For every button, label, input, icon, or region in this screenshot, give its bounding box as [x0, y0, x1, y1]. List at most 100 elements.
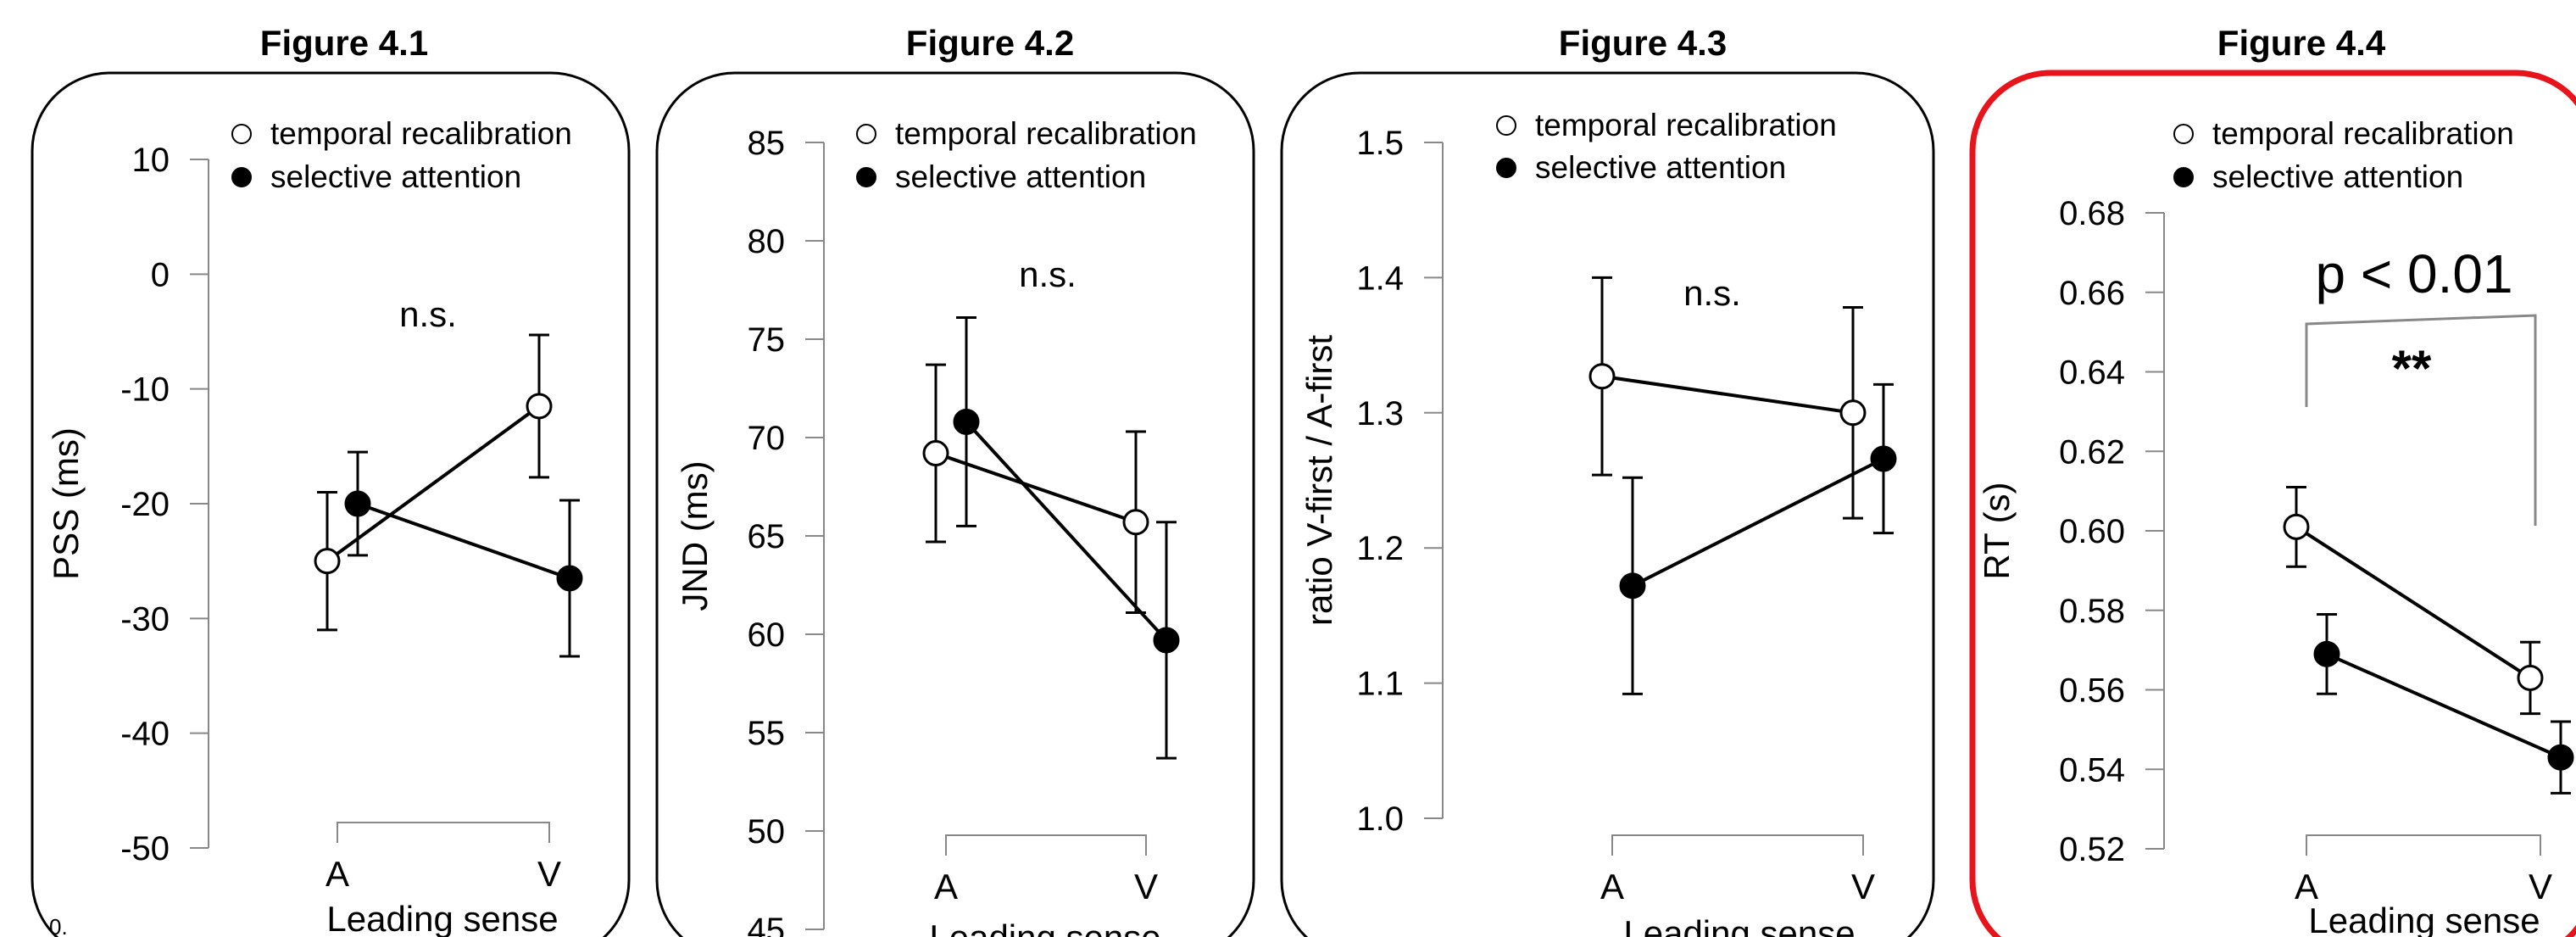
y-tick-label: 0.66 [2059, 275, 2125, 312]
y-axis-label: JND (ms) [675, 460, 715, 611]
significance-label: p < 0.01 [2315, 243, 2512, 304]
legend-marker-filled [856, 167, 876, 187]
legend-label: temporal recalibration [2212, 116, 2514, 151]
series-line [1632, 457, 1884, 588]
x-tick-label: A [2295, 867, 2318, 906]
y-tick-label: 80 [748, 223, 786, 260]
x-axis-label: Leading sense [1623, 913, 1855, 937]
y-tick-label: -30 [120, 600, 170, 638]
data-point-open [2283, 513, 2310, 540]
highlight-frame [1969, 70, 2576, 937]
series-line [1601, 374, 1854, 415]
corner-text: 0. [49, 914, 68, 937]
series-line [965, 421, 1168, 642]
y-axis-label: PSS (ms) [46, 427, 86, 580]
y-tick-label: -20 [120, 486, 170, 523]
legend-label: temporal recalibration [270, 116, 572, 151]
legend-marker-open [231, 124, 252, 144]
figure-title: Figure 4.2 [906, 23, 1074, 63]
y-tick-label: 75 [748, 321, 786, 359]
y-tick-label: 0.60 [2059, 513, 2125, 550]
y-tick-label: 0.64 [2059, 354, 2125, 392]
x-tick-label: A [325, 854, 349, 894]
x-tick-label: V [1134, 867, 1158, 906]
y-axis-label: RT (s) [1977, 482, 2017, 579]
data-point-open [1839, 399, 1867, 427]
y-tick-label: 0.68 [2059, 195, 2125, 232]
series-line [2326, 652, 2562, 760]
y-tick-label: 10 [132, 142, 170, 179]
y-tick-label: 55 [748, 715, 786, 752]
y-tick-label: 0.56 [2059, 672, 2125, 710]
panel-frame [1280, 71, 1935, 937]
panel-frame [655, 71, 1255, 937]
y-tick-label: -50 [120, 830, 170, 867]
series-line [2295, 525, 2532, 680]
legend-label: selective attention [1535, 150, 1786, 185]
series-line [935, 451, 1137, 524]
data-point-open [1122, 509, 1149, 536]
y-tick-label: 0.62 [2059, 433, 2125, 471]
y-tick-label: -40 [120, 716, 170, 753]
figure-title: Figure 4.1 [260, 23, 428, 63]
significance-stars: ** [2392, 340, 2432, 397]
x-axis [2306, 834, 2541, 856]
y-tick-label: 1.4 [1356, 259, 1404, 297]
y-tick-label: 1.0 [1356, 800, 1404, 838]
x-axis-label: Leading sense [929, 917, 1160, 937]
y-tick-label: 85 [748, 125, 786, 162]
legend-label: selective attention [895, 159, 1146, 194]
data-point-filled [1153, 627, 1180, 654]
chart-panel-4: Figure 4.4 0.68 0.66 0.64 0.62 0.60 0.58 0.56 0.… [1969, 23, 2576, 937]
x-axis-label: Leading sense [2308, 901, 2540, 937]
y-tick-label: 0.58 [2059, 593, 2125, 630]
x-tick-label: V [537, 854, 561, 894]
legend-marker-open [856, 124, 876, 144]
figure-title: Figure 4.4 [2217, 23, 2386, 63]
y-tick-label: 1.2 [1356, 530, 1404, 567]
y-tick-label: 45 [748, 912, 786, 937]
y-tick-label: 0.54 [2059, 751, 2125, 789]
legend-label: temporal recalibration [1535, 108, 1837, 142]
ns-label: n.s. [399, 294, 457, 334]
y-tick-label: 1.5 [1356, 125, 1404, 162]
y-tick-label: -10 [120, 371, 170, 409]
legend-marker-open [2173, 124, 2194, 144]
data-point-filled [1619, 572, 1646, 600]
data-point-filled [344, 490, 371, 517]
significance-bracket [2305, 314, 2537, 526]
series-line [357, 502, 570, 580]
x-tick-label: A [934, 867, 958, 906]
y-axis-label: ratio V-first / A-first [1299, 335, 1339, 626]
data-point-open [922, 440, 949, 467]
x-axis [1611, 834, 1864, 856]
x-axis-label: Leading sense [326, 899, 558, 937]
ns-label: n.s. [1683, 273, 1741, 313]
y-tick-label: 1.3 [1356, 395, 1404, 432]
y-tick-label: 1.1 [1356, 666, 1404, 703]
y-tick-label: 0.52 [2059, 831, 2125, 868]
legend-label: selective attention [270, 159, 521, 194]
legend-marker-open [1496, 115, 1516, 136]
legend-marker-filled [1496, 158, 1516, 178]
data-point-filled [556, 565, 583, 592]
data-point-open [1588, 363, 1616, 390]
figure-title: Figure 4.3 [1559, 23, 1727, 63]
y-tick-label: 0 [151, 256, 170, 293]
x-tick-label: V [1851, 867, 1875, 906]
data-point-open [526, 393, 553, 420]
x-axis [945, 834, 1147, 856]
data-point-filled [2313, 640, 2340, 667]
x-tick-label: V [2529, 867, 2552, 906]
legend-label: selective attention [2212, 159, 2463, 194]
series-line [325, 404, 541, 563]
data-point-filled [953, 408, 980, 435]
chart-panel-3: Figure 4.3 1.5 1.4 1.3 1.2 1.1 1.0 ratio V-firs… [1280, 23, 1935, 937]
panel-frame [31, 71, 631, 937]
y-tick-label: 50 [748, 813, 786, 851]
data-point-open [2517, 664, 2544, 691]
y-tick-label: 70 [748, 420, 786, 457]
legend-label: temporal recalibration [895, 116, 1197, 151]
legend-marker-filled [2173, 167, 2194, 187]
x-axis [337, 822, 550, 843]
